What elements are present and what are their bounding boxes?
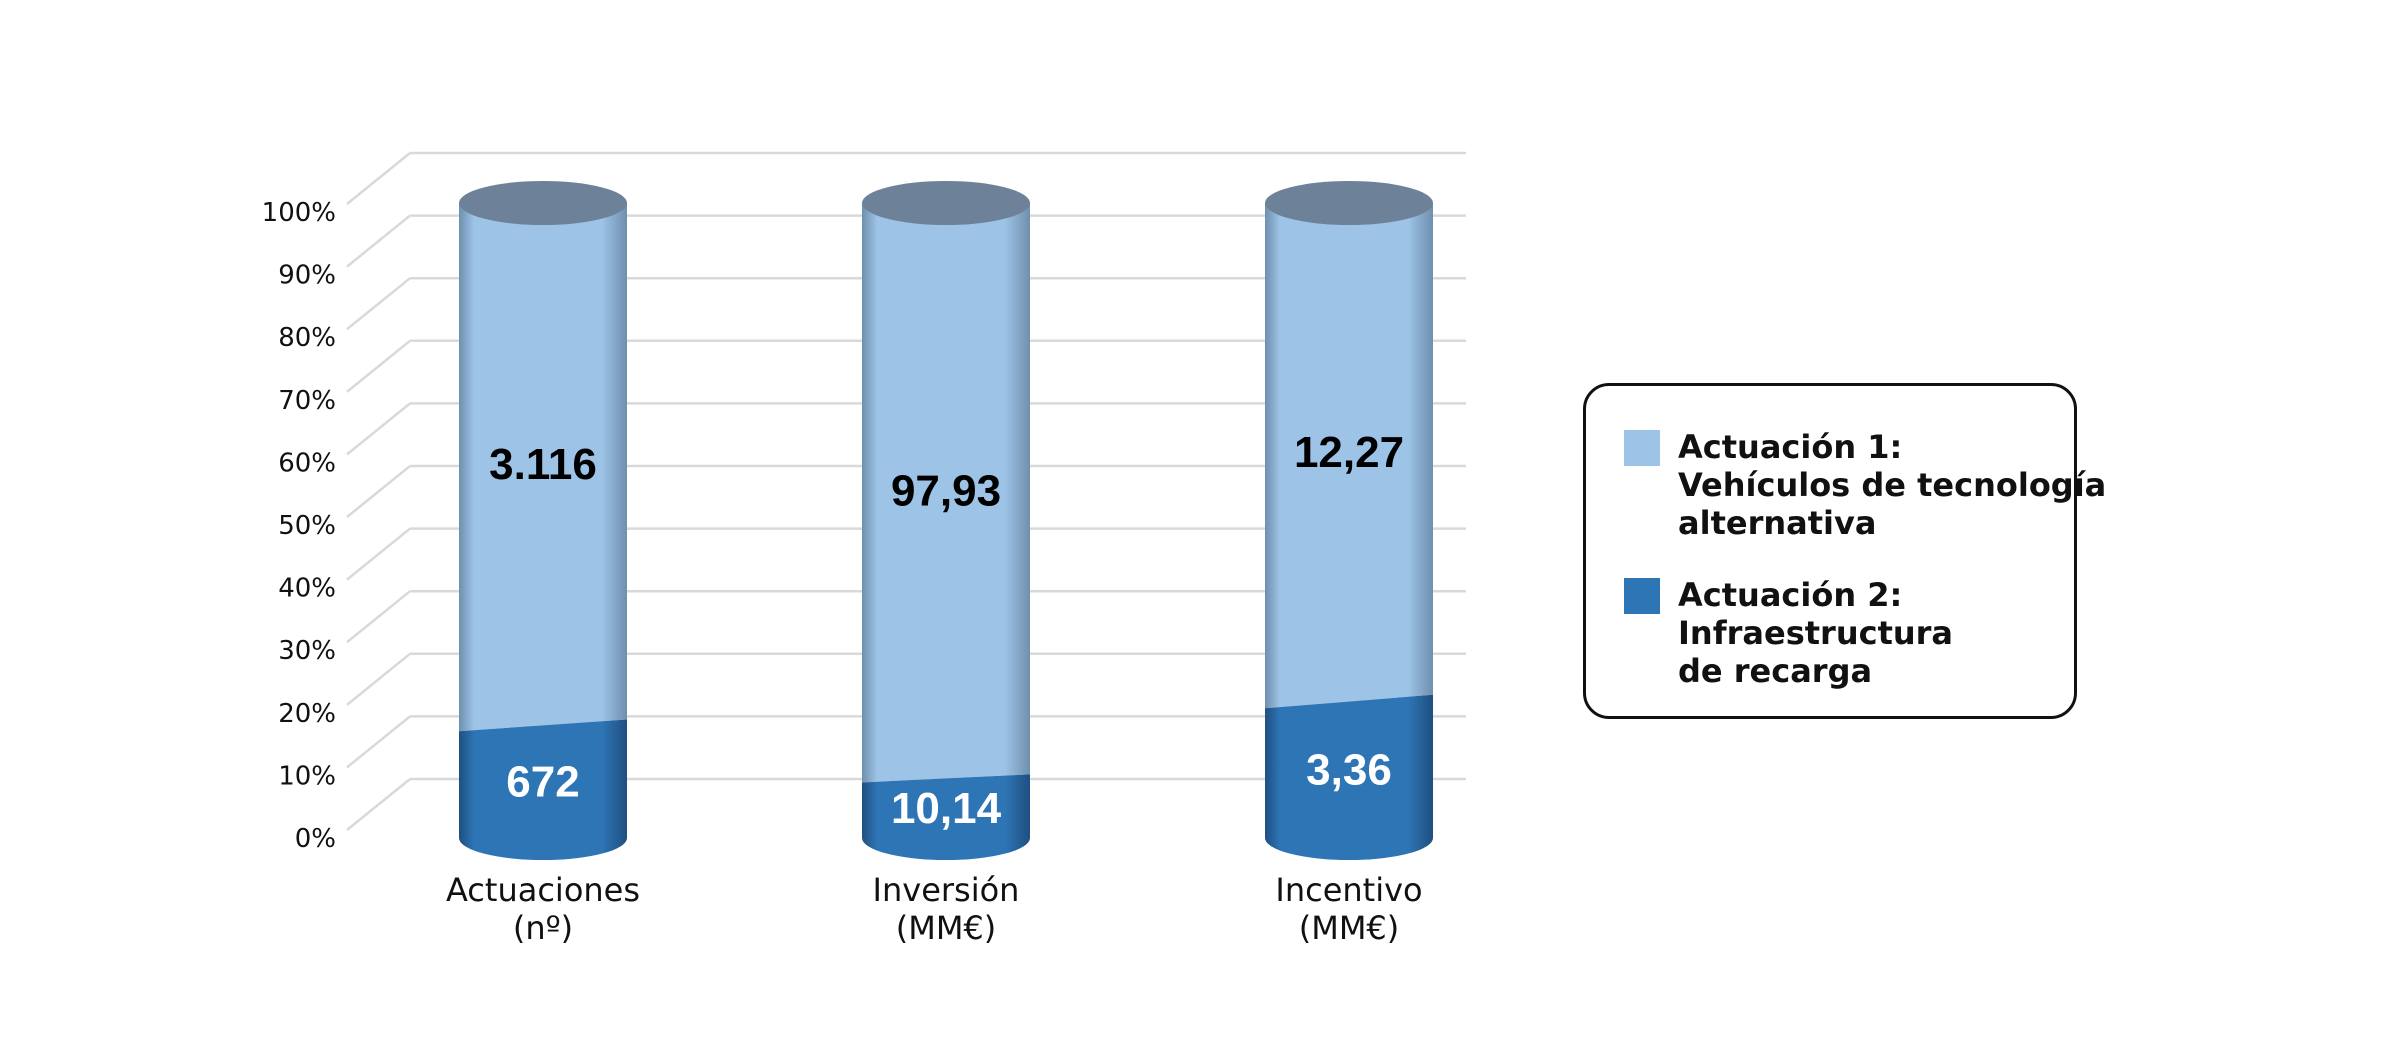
x-axis: Actuaciones(nº)Inversión(MM€)Incentivo(M… xyxy=(446,871,1423,947)
y-tick-label: 70% xyxy=(278,386,336,416)
y-tick-label: 10% xyxy=(278,761,336,791)
x-tick-label: Actuaciones xyxy=(446,871,640,909)
bar-segment-actuacion-1 xyxy=(1265,203,1433,709)
bar-segment-actuacion-2 xyxy=(862,774,1030,860)
legend-label-line: Infraestructura xyxy=(1678,614,1954,652)
x-tick-label: (nº) xyxy=(513,909,573,947)
data-label: 3.116 xyxy=(489,440,597,489)
y-tick-label: 90% xyxy=(278,261,336,291)
bar-top-cap xyxy=(862,181,1030,225)
data-label: 10,14 xyxy=(891,784,1002,833)
legend-label-line: Vehículos de tecnología xyxy=(1678,466,2107,504)
legend-label-line: Actuación 2: xyxy=(1678,576,1903,614)
gridline xyxy=(346,277,411,331)
gridline xyxy=(346,527,411,581)
y-tick-label: 100% xyxy=(262,198,336,228)
bar-segment-actuacion-1 xyxy=(862,203,1030,783)
gridline xyxy=(346,590,411,644)
gridline xyxy=(346,778,411,831)
bar-segment-actuacion-1 xyxy=(459,203,627,732)
bar-segment-actuacion-2 xyxy=(1265,694,1433,860)
legend-swatch-actuacion-2 xyxy=(1624,578,1660,614)
y-tick-label: 60% xyxy=(278,448,336,478)
x-tick-label: Inversión xyxy=(873,871,1020,909)
data-label: 3,36 xyxy=(1306,746,1392,795)
legend: Actuación 1: Vehículos de tecnología alt… xyxy=(1583,383,2106,719)
bar-top-cap xyxy=(1265,181,1433,225)
gridline xyxy=(346,402,411,456)
y-tick-label: 30% xyxy=(278,636,336,666)
gridline xyxy=(346,465,411,518)
legend-swatch-actuacion-1 xyxy=(1624,430,1660,466)
data-label: 672 xyxy=(506,758,579,807)
y-tick-label: 20% xyxy=(278,699,336,729)
y-tick-label: 0% xyxy=(295,824,336,854)
data-label: 12,27 xyxy=(1294,428,1404,477)
legend-item-actuacion-1: Actuación 1: Vehículos de tecnología alt… xyxy=(1624,428,2106,542)
gridline xyxy=(346,652,411,706)
gridline xyxy=(346,339,411,393)
y-tick-label: 50% xyxy=(278,511,336,541)
gridline xyxy=(346,214,411,268)
x-tick-label: (MM€) xyxy=(896,909,997,947)
cylinder-bar: 3,36 12,27 xyxy=(1265,181,1433,860)
x-tick-label: (MM€) xyxy=(1299,909,1400,947)
cylinder-bar: 10,14 97,93 xyxy=(862,181,1030,860)
legend-label-line: alternativa xyxy=(1678,504,1877,542)
cylinder-bar: 672 3.116 xyxy=(459,181,627,860)
bar-top-cap xyxy=(459,181,627,225)
y-axis: 0% 10% 20% 30% 40% 50% 60% 70% 80% 90% 100% xyxy=(262,198,336,854)
gridline xyxy=(346,152,411,205)
bar-segment-actuacion-2 xyxy=(459,719,627,860)
y-tick-label: 40% xyxy=(278,574,336,604)
legend-label-line: de recarga xyxy=(1678,652,1873,690)
bars: 672 3.116 10,14 97,93 3,36 12,27 xyxy=(459,181,1433,860)
data-label: 97,93 xyxy=(891,467,1001,516)
y-tick-label: 80% xyxy=(278,323,336,353)
legend-item-actuacion-2: Actuación 2: Infraestructura de recarga xyxy=(1624,576,1953,690)
gridline xyxy=(346,715,411,769)
legend-label-line: Actuación 1: xyxy=(1678,428,1903,466)
x-tick-label: Incentivo xyxy=(1275,871,1422,909)
